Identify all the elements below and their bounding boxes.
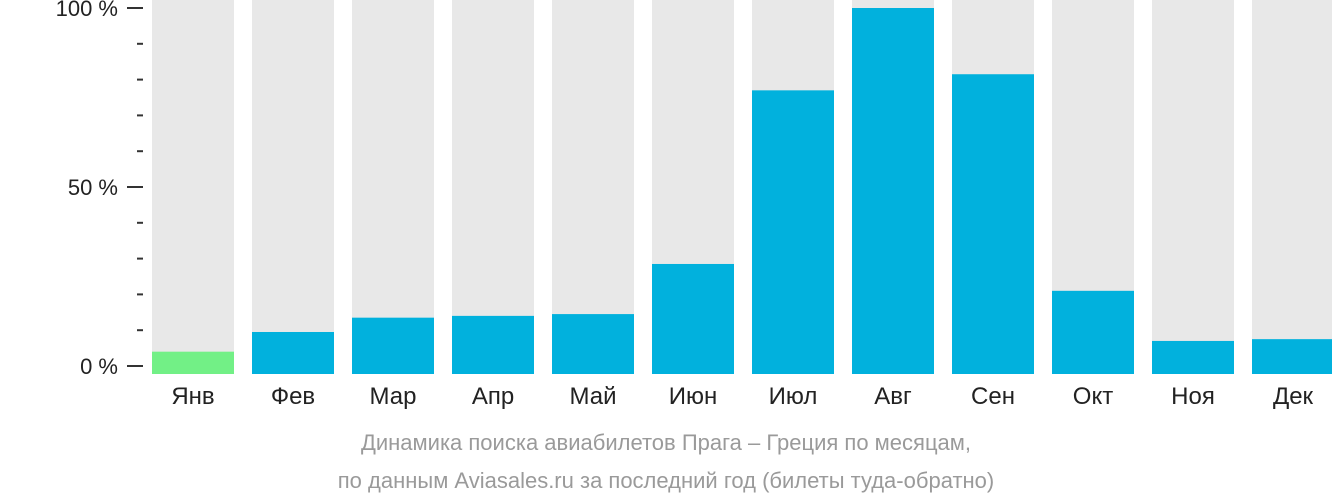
bar-4 <box>452 315 534 374</box>
bar-track-12 <box>1252 0 1332 374</box>
bar-10 <box>1052 290 1134 374</box>
bar-9 <box>952 74 1034 374</box>
x-tick-label: Апр <box>472 383 514 410</box>
x-tick-label: Июн <box>669 383 718 410</box>
bar-3 <box>352 317 434 374</box>
bar-6 <box>652 263 734 374</box>
x-tick-label: Июл <box>769 383 818 410</box>
y-tick-label: 50 % <box>68 175 118 200</box>
bar-12 <box>1252 339 1332 374</box>
bar-7 <box>752 90 834 374</box>
x-tick-label: Дек <box>1273 383 1314 410</box>
bar-8 <box>852 8 934 374</box>
y-axis: 0 % 50 % 100 % <box>56 0 143 379</box>
bar-track-1 <box>152 0 234 374</box>
chart-caption-line-2: по данным Aviasales.ru за последний год … <box>337 468 995 493</box>
y-tick-label: 0 % <box>80 354 118 379</box>
bar-track-5 <box>552 0 634 374</box>
x-axis-labels: Янв Фев Мар Апр Май Июн Июл Авг Сен Окт Ноя Дек <box>171 383 1313 410</box>
y-tick-label: 100 % <box>56 0 118 21</box>
bar-chart: 0 % 50 % 100 % Янв Фев Мар Апр Май Июн Июл Авг Сен… <box>56 0 1332 410</box>
x-tick-label: Мар <box>370 383 417 410</box>
bar-track-2 <box>252 0 334 374</box>
x-tick-label: Фев <box>271 383 315 410</box>
x-tick-label: Окт <box>1073 383 1113 410</box>
bar-1 <box>152 351 234 374</box>
x-tick-label: Авг <box>874 383 912 410</box>
bar-track-4 <box>452 0 534 374</box>
chart-caption-line-1: Динамика поиска авиабилетов Прага – Грец… <box>360 430 972 455</box>
x-tick-label: Янв <box>171 383 214 410</box>
bar-5 <box>552 314 634 374</box>
bar-track-3 <box>352 0 434 374</box>
bar-11 <box>1152 340 1234 374</box>
x-tick-label: Ноя <box>1171 383 1215 410</box>
x-tick-label: Сен <box>971 383 1015 410</box>
x-tick-label: Май <box>569 383 616 410</box>
bars-group <box>152 0 1332 374</box>
bar-2 <box>252 331 334 374</box>
bar-track-11 <box>1152 0 1234 374</box>
